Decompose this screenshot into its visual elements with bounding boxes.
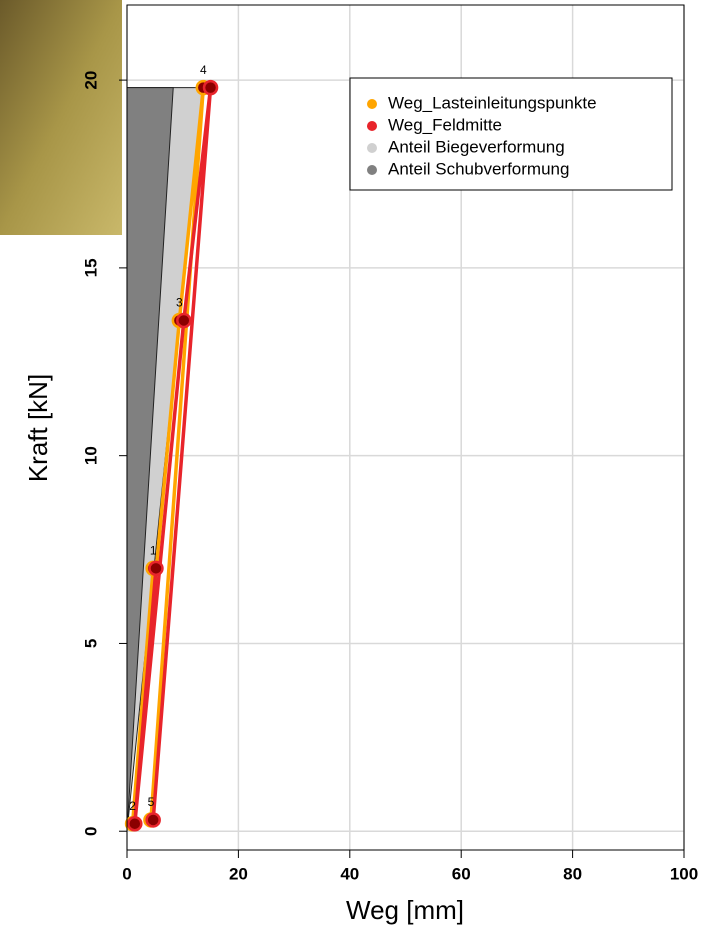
point (202, 79, 219, 96)
legend-label: Anteil Biegeverformung (388, 137, 565, 156)
x-tick-label: 0 (122, 864, 131, 883)
y-tick-label: 15 (81, 258, 100, 277)
legend-marker (367, 143, 377, 153)
x-tick-label: 60 (452, 864, 471, 883)
x-tick-label: 20 (229, 864, 248, 883)
point (127, 815, 143, 832)
legend-box (349, 77, 673, 191)
photo (0, 0, 122, 235)
y-tick-label: 10 (81, 446, 100, 465)
y-tick-label: 5 (81, 639, 100, 648)
x-axis-title: Weg [mm] (346, 895, 464, 925)
point-label: 1 (150, 544, 157, 558)
plot-area: 0 20 40 60 80 100 0 5 10 15 20 1 2 3 4 5 Weg_Lasteinleit… (81, 4, 698, 883)
plot-frame (126, 4, 685, 851)
legend-label: Weg_Lasteinleitungspunkte (388, 93, 597, 112)
legend-marker (367, 99, 377, 109)
y-tick-label: 0 (81, 826, 100, 835)
legend-marker (367, 121, 377, 131)
point (176, 312, 192, 329)
x-tick-label: 40 (340, 864, 359, 883)
point-label: 5 (148, 795, 155, 809)
x-tick-label: 100 (670, 864, 698, 883)
point-label: 2 (129, 799, 136, 813)
point-label: 4 (200, 63, 207, 77)
point (145, 812, 161, 828)
x-tick-label: 80 (563, 864, 582, 883)
point-label: 3 (176, 296, 183, 310)
legend-label: Weg_Feldmitte (388, 115, 502, 134)
y-tick-label: 20 (81, 71, 100, 90)
legend-marker (367, 165, 377, 175)
legend-label: Anteil Schubverformung (388, 159, 569, 178)
y-axis-title: Kraft [kN] (23, 374, 53, 482)
point (148, 560, 164, 577)
